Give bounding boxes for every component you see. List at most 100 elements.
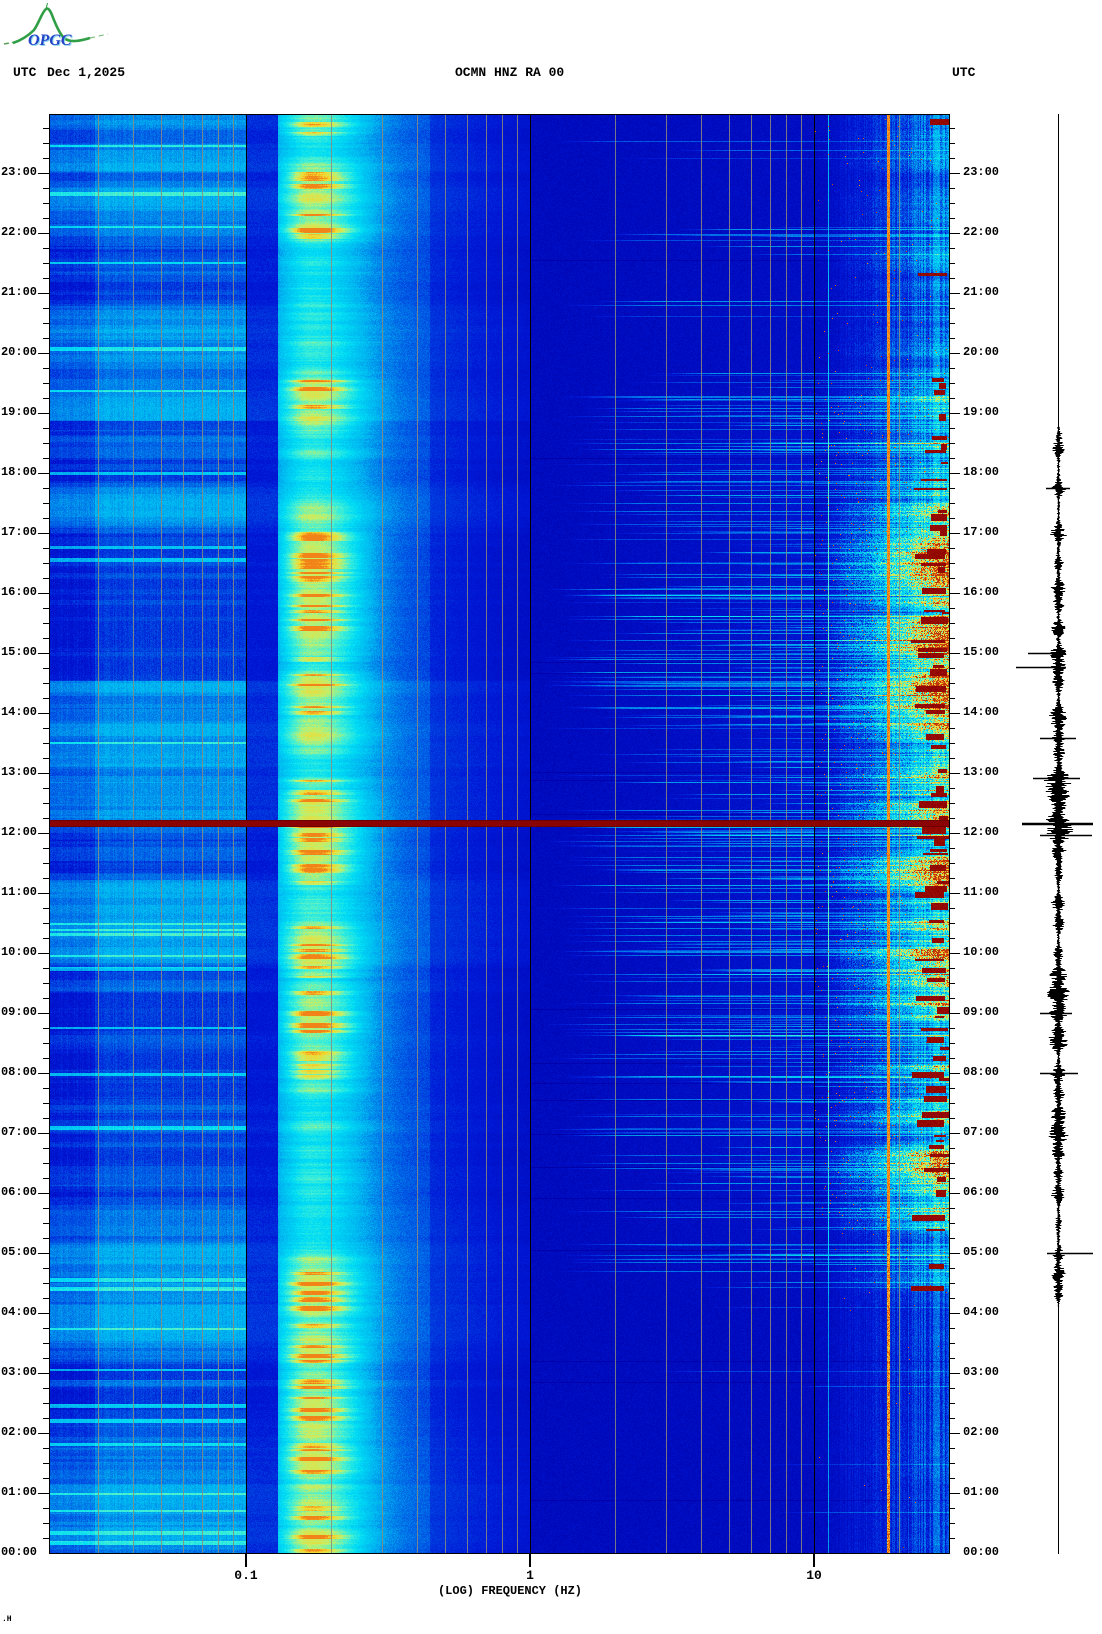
y-tick-left <box>38 593 49 594</box>
y-tick-label-right: 19:00 <box>963 405 1000 419</box>
y-tick-left <box>38 413 49 414</box>
y-tick-right <box>949 1103 955 1104</box>
y-tick-right <box>949 473 960 474</box>
y-tick-right <box>949 503 955 504</box>
y-tick-left <box>43 878 49 879</box>
y-tick-right <box>949 863 955 864</box>
y-tick-label-left: 08:00 <box>0 1065 37 1079</box>
y-tick-left <box>43 1478 49 1479</box>
y-tick-label-left: 00:00 <box>0 1545 37 1559</box>
x-tick-label: 1 <box>526 1568 534 1583</box>
y-tick-label-right: 06:00 <box>963 1185 1000 1199</box>
y-tick-right <box>949 443 955 444</box>
y-tick-right <box>949 1508 955 1509</box>
logo-text-shadow: OPGC <box>29 33 73 50</box>
y-tick-left <box>43 638 49 639</box>
y-tick-label-left: 03:00 <box>0 1365 37 1379</box>
x-tick-label: 10 <box>806 1568 822 1583</box>
y-tick-label-right: 22:00 <box>963 225 1000 239</box>
y-tick-left <box>38 1313 49 1314</box>
y-tick-label-right: 01:00 <box>963 1485 1000 1499</box>
y-tick-label-right: 10:00 <box>963 945 1000 959</box>
y-tick-left <box>43 248 49 249</box>
y-tick-left <box>43 218 49 219</box>
y-tick-right <box>949 488 955 489</box>
logo-curve <box>12 7 91 45</box>
y-tick-left <box>43 1118 49 1119</box>
y-tick-left <box>43 548 49 549</box>
y-tick-left <box>38 233 49 234</box>
y-tick-right <box>949 563 955 564</box>
y-tick-right <box>949 323 955 324</box>
y-tick-label-right: 16:00 <box>963 585 1000 599</box>
seismogram-trace-canvas <box>1008 114 1102 1554</box>
y-tick-left <box>43 488 49 489</box>
y-tick-label-right: 17:00 <box>963 525 1000 539</box>
y-tick-right <box>949 893 960 894</box>
logo-text: OPGC <box>28 32 72 49</box>
y-tick-left <box>38 833 49 834</box>
y-tick-right <box>949 698 955 699</box>
y-tick-right <box>949 1538 955 1539</box>
y-tick-left <box>43 923 49 924</box>
y-tick-label-right: 15:00 <box>963 645 1000 659</box>
y-tick-right <box>949 578 955 579</box>
y-tick-left <box>43 1463 49 1464</box>
y-tick-left <box>43 1388 49 1389</box>
y-tick-right <box>949 968 955 969</box>
y-tick-left <box>43 578 49 579</box>
y-tick-right <box>949 1178 955 1179</box>
y-tick-right <box>949 1223 955 1224</box>
y-tick-left <box>43 1508 49 1509</box>
y-tick-left <box>43 1523 49 1524</box>
y-tick-left <box>43 1238 49 1239</box>
y-tick-left <box>38 1433 49 1434</box>
y-tick-left <box>38 1013 49 1014</box>
corner-mark: .H <box>2 1615 12 1624</box>
y-tick-right <box>949 1493 960 1494</box>
y-tick-right <box>949 758 955 759</box>
y-tick-label-right: 09:00 <box>963 1005 1000 1019</box>
y-tick-label-right: 11:00 <box>963 885 1000 899</box>
y-tick-right <box>949 638 955 639</box>
y-tick-label-right: 23:00 <box>963 165 1000 179</box>
y-tick-right <box>949 1133 960 1134</box>
y-tick-right <box>949 1028 955 1029</box>
y-tick-right <box>949 1088 955 1089</box>
y-tick-left <box>43 908 49 909</box>
y-tick-left <box>43 1298 49 1299</box>
y-tick-label-left: 09:00 <box>0 1005 37 1019</box>
y-tick-left <box>43 263 49 264</box>
y-tick-right <box>949 593 960 594</box>
y-tick-right <box>949 1358 955 1359</box>
utc-left-label: UTC <box>13 65 37 80</box>
y-tick-left <box>38 773 49 774</box>
y-tick-label-right: 05:00 <box>963 1245 1000 1259</box>
y-tick-right <box>949 743 955 744</box>
y-tick-label-left: 20:00 <box>0 345 37 359</box>
y-tick-left <box>43 1043 49 1044</box>
y-tick-right <box>949 833 960 834</box>
y-tick-right <box>949 1043 955 1044</box>
y-tick-label-right: 21:00 <box>963 285 1000 299</box>
y-tick-left <box>43 383 49 384</box>
y-tick-label-right: 04:00 <box>963 1305 1000 1319</box>
y-tick-right <box>949 158 955 159</box>
y-tick-left <box>43 563 49 564</box>
y-tick-left <box>43 938 49 939</box>
y-tick-left <box>43 458 49 459</box>
y-tick-right <box>949 173 960 174</box>
y-tick-left <box>38 1493 49 1494</box>
y-tick-right <box>949 458 955 459</box>
y-tick-right <box>949 1463 955 1464</box>
y-tick-left <box>43 1538 49 1539</box>
y-tick-right <box>949 608 955 609</box>
y-tick-right <box>949 143 955 144</box>
y-tick-left <box>43 698 49 699</box>
y-tick-right <box>949 713 960 714</box>
y-tick-left <box>38 1133 49 1134</box>
y-tick-left <box>43 1223 49 1224</box>
y-tick-right <box>949 1118 955 1119</box>
y-tick-right <box>949 1208 955 1209</box>
